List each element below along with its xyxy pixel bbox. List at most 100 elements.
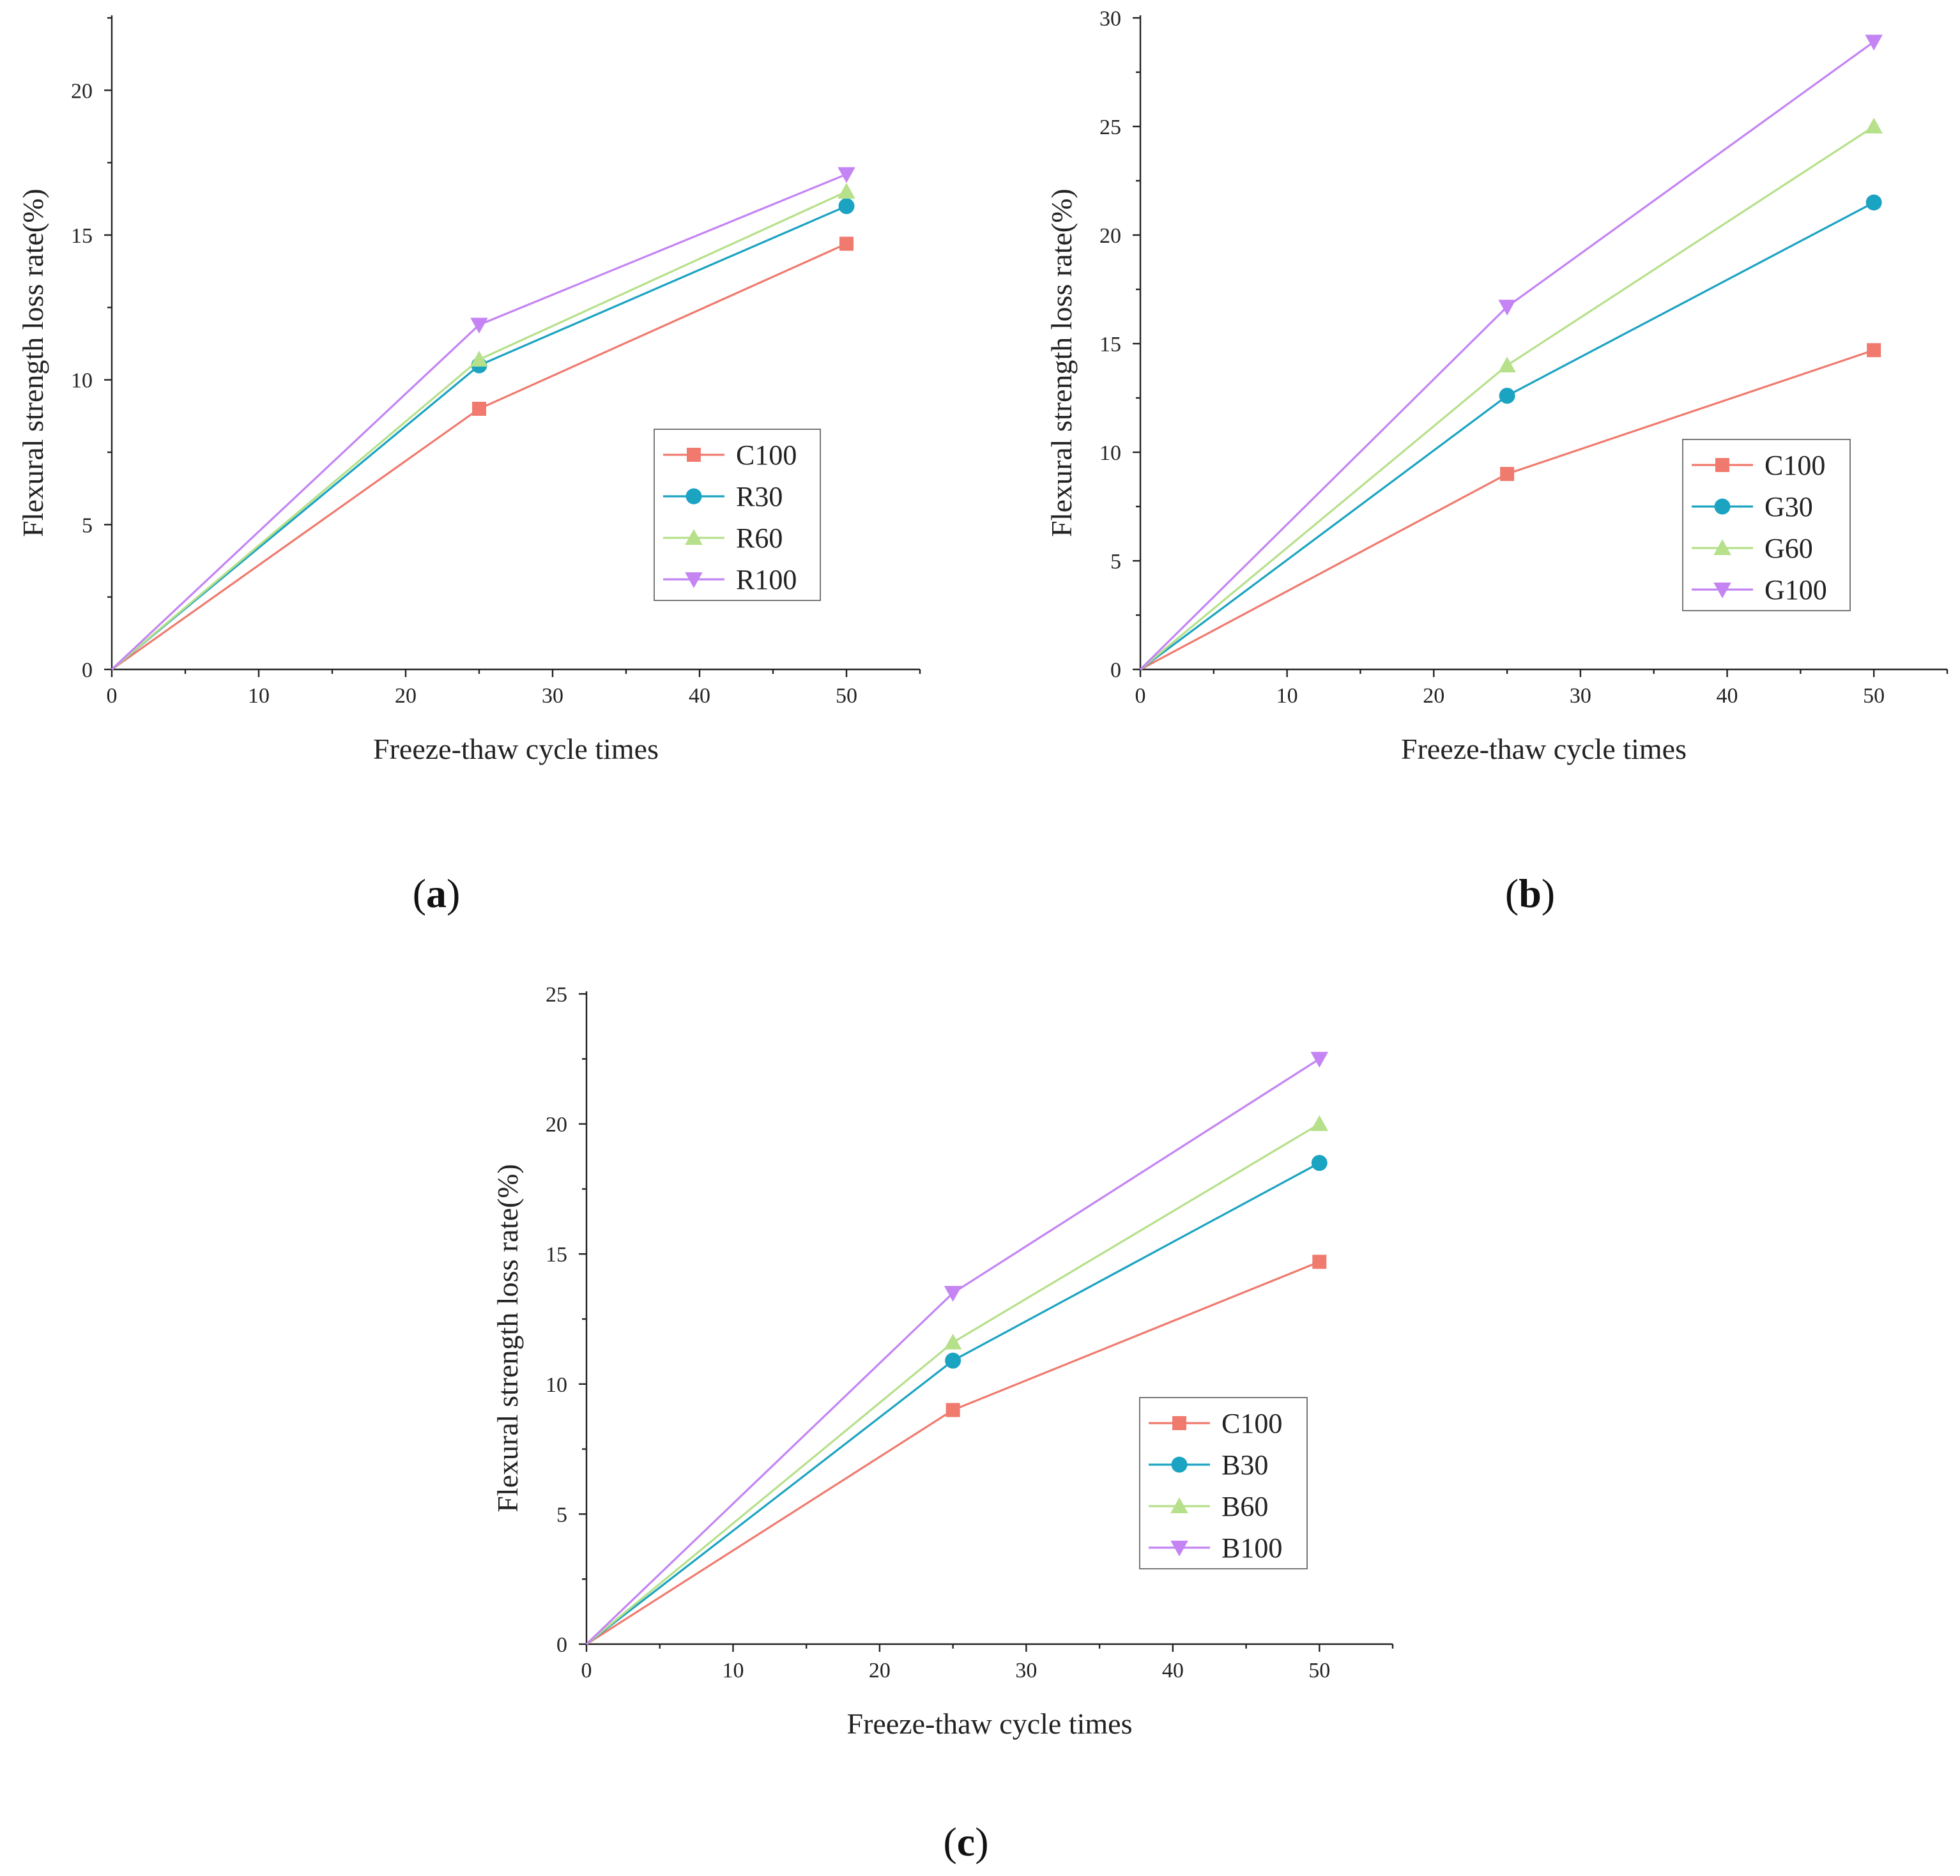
legend: C100 G30 G60 G100	[1682, 439, 1851, 611]
legend-label: C100	[736, 439, 797, 471]
legend-marker-R100	[685, 572, 703, 588]
legend-marker-R60	[685, 529, 703, 545]
x-axis-label: Freeze-thaw cycle times	[847, 1707, 1133, 1740]
legend-marker-G30	[1714, 498, 1731, 515]
y-tick-label: 20	[71, 79, 93, 103]
legend-label: G100	[1765, 574, 1827, 606]
legend-label: R100	[736, 564, 797, 595]
chart-panel-a: 0 10 20 30 40 50 0 5 10 15 20 Freeze-thaw cycle tim…	[17, 15, 921, 916]
data-point-C100	[839, 236, 854, 251]
data-point-G30	[1865, 194, 1882, 211]
y-axis-label: Flexural strength loss rate(%)	[1045, 188, 1078, 537]
x-tick-label: 10	[1276, 684, 1298, 708]
legend-label: R30	[736, 481, 783, 512]
legend-box	[1682, 439, 1851, 611]
data-point-G60	[1865, 118, 1883, 133]
legend-marker-C100	[1172, 1416, 1186, 1430]
x-tick-label: 0	[1135, 684, 1146, 708]
y-tick-label: 20	[1099, 224, 1121, 248]
legend-box	[1139, 1397, 1308, 1569]
legend-label: C100	[1221, 1408, 1282, 1439]
legend-label: G30	[1765, 491, 1813, 522]
series-B30	[586, 1155, 1328, 1645]
legend-marker-B60	[1170, 1497, 1188, 1513]
x-tick-label: 50	[1863, 684, 1885, 708]
data-point-B30	[945, 1352, 961, 1369]
data-point-G100	[1865, 34, 1883, 51]
legend-label: B30	[1221, 1449, 1268, 1481]
x-axis-label: Freeze-thaw cycle times	[1401, 733, 1687, 765]
panel-label: (b)	[1505, 871, 1555, 916]
legend-label: B60	[1221, 1491, 1268, 1522]
chart-panel-c: 0 10 20 30 40 50 0 5 10 15 20 25 Freeze-thaw cycle t…	[491, 983, 1394, 1865]
series-R100	[111, 167, 855, 671]
series-G30	[1140, 194, 1882, 671]
legend-marker-G60	[1713, 539, 1731, 555]
x-tick-label: 10	[248, 684, 270, 708]
legend-marker-G100	[1713, 583, 1731, 599]
y-tick-label: 0	[556, 1633, 567, 1657]
x-tick-label: 40	[1717, 684, 1738, 708]
y-tick-label: 15	[71, 224, 93, 248]
y-tick-label: 10	[546, 1373, 567, 1397]
series-C100	[111, 236, 854, 671]
x-tick-label: 40	[689, 684, 710, 708]
series-B60	[585, 1115, 1329, 1645]
data-point-B100	[1310, 1051, 1329, 1068]
y-tick-label: 20	[546, 1113, 567, 1137]
x-tick-label: 40	[1162, 1659, 1184, 1682]
x-tick-label: 30	[1015, 1659, 1037, 1682]
x-tick-label: 20	[1423, 684, 1444, 708]
data-point-B100	[944, 1286, 962, 1302]
data-point-R60	[838, 183, 855, 199]
data-point-C100	[472, 402, 486, 416]
chart-panel-b: 0 10 20 30 40 50 0 5 10 15 20 25 30 Freeze-thaw cycle…	[1045, 7, 1949, 916]
legend-label: B100	[1221, 1532, 1282, 1564]
y-tick-label: 5	[1110, 550, 1121, 574]
y-tick-label: 0	[82, 659, 93, 682]
legend-marker-C100	[1715, 458, 1729, 472]
x-tick-label: 50	[836, 684, 857, 708]
legend-label: R60	[736, 522, 783, 554]
data-point-R30	[838, 198, 855, 215]
data-point-R100	[470, 317, 488, 334]
series-G60	[1139, 118, 1883, 671]
y-tick-label: 5	[82, 514, 93, 537]
series-C100	[586, 1254, 1327, 1645]
y-tick-label: 5	[556, 1503, 567, 1527]
x-tick-label: 10	[722, 1659, 744, 1682]
legend-label: G60	[1765, 533, 1813, 564]
data-point-B60	[944, 1333, 962, 1350]
legend-marker-B30	[1171, 1456, 1188, 1473]
data-point-G100	[1498, 300, 1516, 316]
x-tick-label: 0	[107, 684, 118, 708]
panel-label: (a)	[413, 871, 461, 916]
data-point-B30	[1311, 1155, 1328, 1171]
legend: C100 B30 B60 B100	[1139, 1397, 1308, 1569]
x-tick-label: 0	[581, 1659, 592, 1682]
y-tick-label: 0	[1110, 659, 1121, 682]
data-point-C100	[1867, 343, 1881, 358]
legend-marker-R30	[685, 488, 702, 505]
y-tick-label: 15	[546, 1243, 567, 1267]
series-R60	[111, 183, 855, 671]
legend: C100 R30 R60 R100	[654, 429, 821, 601]
y-tick-label: 25	[546, 983, 567, 1007]
y-tick-label: 10	[71, 369, 93, 393]
data-point-R60	[470, 351, 488, 367]
x-tick-label: 50	[1308, 1659, 1330, 1682]
data-point-C100	[1500, 467, 1515, 481]
data-point-C100	[1312, 1254, 1327, 1269]
y-tick-label: 30	[1099, 7, 1121, 31]
legend-marker-C100	[687, 448, 701, 462]
data-point-C100	[946, 1403, 960, 1417]
x-axis-label: Freeze-thaw cycle times	[373, 733, 659, 765]
x-tick-label: 30	[1570, 684, 1591, 708]
x-tick-label: 30	[542, 684, 563, 708]
data-point-R100	[838, 167, 855, 183]
y-axis-label: Flexural strength loss rate(%)	[491, 1164, 524, 1512]
y-tick-label: 25	[1099, 116, 1121, 139]
series-G100	[1139, 34, 1883, 671]
panel-label: (c)	[943, 1819, 988, 1865]
